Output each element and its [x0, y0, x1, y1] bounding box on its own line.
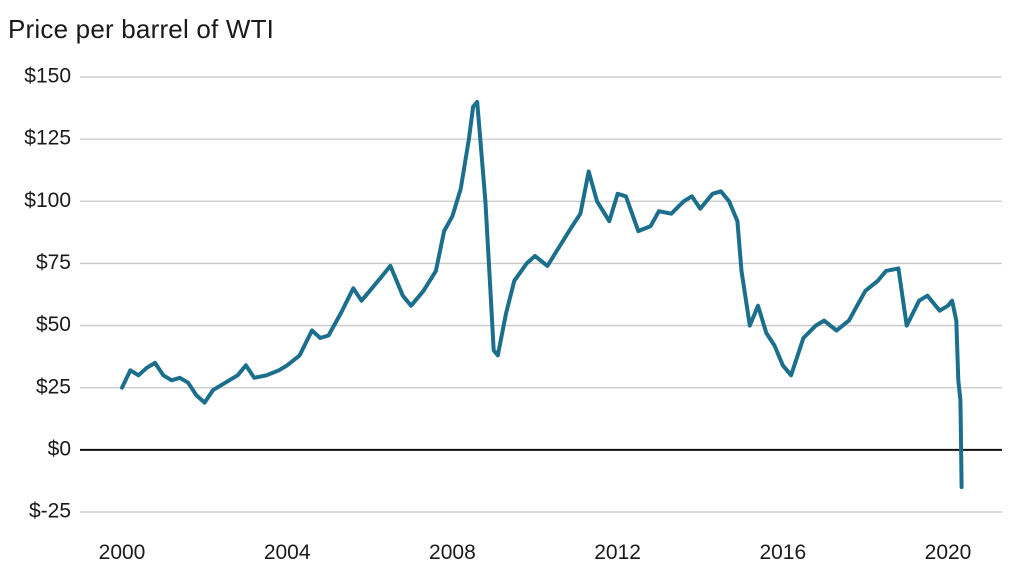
- grid-lines: [80, 76, 1002, 513]
- x-tick-label: 2016: [759, 541, 806, 564]
- series-layer: [120, 99, 964, 490]
- chart-subtitle: Price per barrel of WTI: [8, 14, 275, 44]
- x-tick-label: 2008: [429, 541, 476, 564]
- y-tick-label: $-25: [29, 500, 71, 523]
- y-tick-label: $25: [36, 375, 71, 398]
- y-tick-label: $75: [36, 251, 71, 274]
- y-tick-label: $50: [36, 313, 71, 336]
- x-tick-label: 2004: [264, 541, 311, 564]
- x-axis-tick-labels: 2000 2004 2008 2012 2016 2020: [99, 541, 972, 564]
- x-tick-label: 2020: [925, 541, 972, 564]
- wti-price-line: [120, 99, 964, 490]
- y-tick-label: $125: [24, 127, 71, 150]
- y-axis-tick-labels: $150 $125 $100 $75 $50 $25 $0 $-25: [24, 65, 71, 523]
- y-tick-label: $100: [24, 189, 71, 212]
- x-tick-label: 2012: [594, 541, 641, 564]
- y-tick-label: $0: [48, 437, 71, 460]
- y-tick-label: $150: [24, 65, 71, 88]
- x-tick-label: 2000: [99, 541, 146, 564]
